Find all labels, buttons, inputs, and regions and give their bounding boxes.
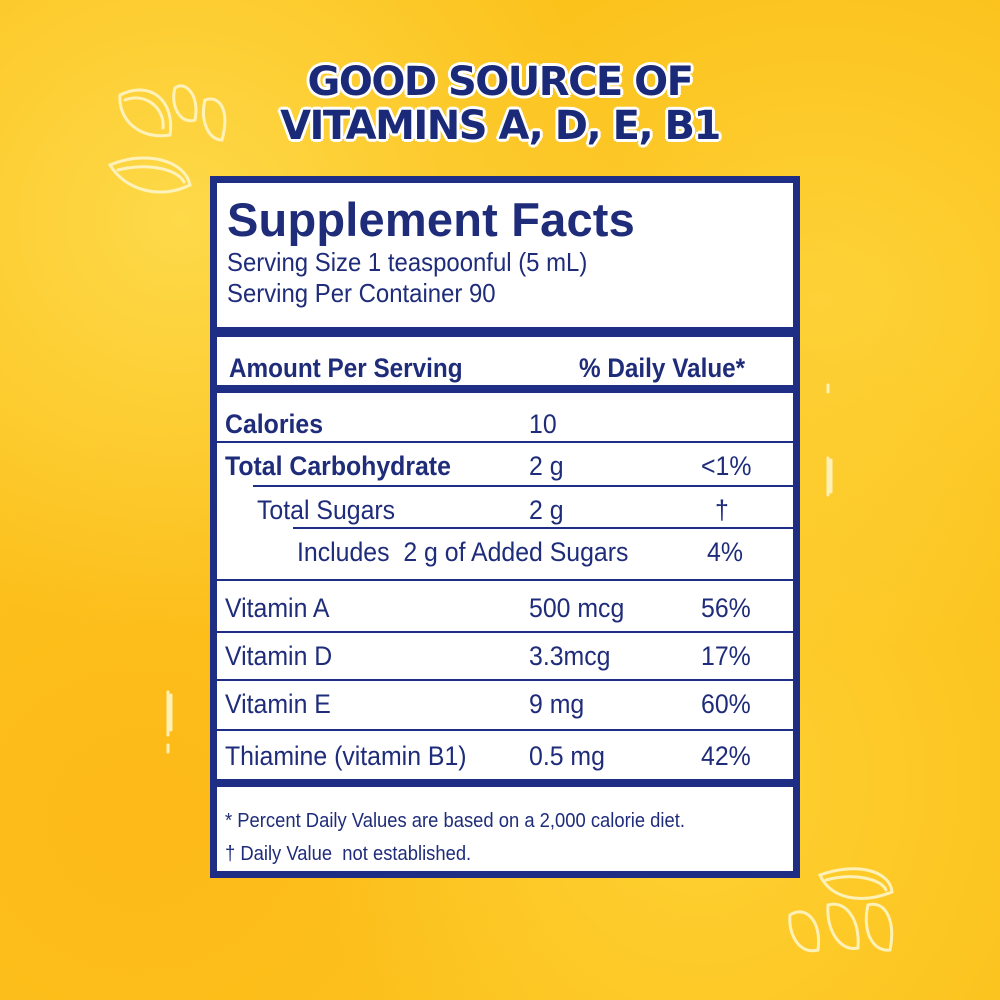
facts-header: Supplement Facts Serving Size 1 teaspoon…	[217, 183, 793, 337]
daily-value-label: % Daily Value*	[579, 353, 746, 383]
row-daily-value: 17%	[701, 641, 751, 671]
row-daily-value: 42%	[701, 741, 751, 771]
row-amount: 9 mg	[529, 689, 585, 719]
footnote-not-established: † Daily Value not established.	[225, 843, 472, 865]
row-name: Total Sugars	[257, 495, 396, 525]
headline-line-1: GOOD SOURCE OF	[307, 59, 695, 105]
row-vitamin-e: Vitamin E 9 mg 60%	[217, 681, 793, 731]
row-amount: 10	[529, 409, 557, 439]
row-amount: 0.5 mg	[529, 741, 605, 771]
row-daily-value: 60%	[701, 689, 751, 719]
row-name: Thiamine (vitamin B1)	[225, 741, 467, 771]
row-name: Vitamin A	[225, 593, 330, 623]
row-name: Calories	[225, 409, 324, 439]
row-name: Total Carbohydrate	[225, 451, 451, 481]
row-thiamine: Thiamine (vitamin B1) 0.5 mg 42%	[217, 731, 793, 787]
row-daily-value: <1%	[701, 451, 752, 481]
row-name: Vitamin E	[225, 689, 331, 719]
row-amount: 3.3mcg	[529, 641, 611, 671]
row-added-sugars: Includes 2 g of Added Sugars 4%	[217, 529, 793, 581]
headline: GOOD SOURCE OF VITAMINS A, D, E, B1	[0, 60, 1000, 148]
amount-header-row: Amount Per Serving % Daily Value*	[217, 349, 793, 393]
row-daily-value: 56%	[701, 593, 751, 623]
row-vitamin-a: Vitamin A 500 mcg 56%	[217, 581, 793, 633]
facts-title: Supplement Facts	[227, 193, 636, 246]
row-amount: 2 g	[529, 451, 564, 481]
nutrient-rows: Calories 10 Total Carbohydrate 2 g <1% T…	[217, 401, 793, 787]
row-total-sugars: Total Sugars 2 g †	[217, 487, 793, 529]
row-total-carbohydrate: Total Carbohydrate 2 g <1%	[217, 443, 793, 487]
row-daily-value: †	[715, 495, 729, 525]
footnotes: * Percent Daily Values are based on a 2,…	[225, 805, 791, 871]
row-name: Includes 2 g of Added Sugars	[297, 537, 629, 567]
amount-per-serving-label: Amount Per Serving	[229, 353, 463, 383]
supplement-facts-panel: Supplement Facts Serving Size 1 teaspoon…	[210, 176, 800, 878]
row-name: Vitamin D	[225, 641, 333, 671]
headline-line-2: VITAMINS A, D, E, B1	[280, 103, 721, 149]
serving-size: Serving Size 1 teaspoonful (5 mL)	[227, 247, 588, 277]
footnote-daily-values: * Percent Daily Values are based on a 2,…	[225, 810, 685, 832]
row-daily-value: 4%	[707, 537, 743, 567]
row-vitamin-d: Vitamin D 3.3mcg 17%	[217, 633, 793, 681]
servings-per-container: Serving Per Container 90	[227, 278, 496, 308]
supplement-facts-body: Supplement Facts Serving Size 1 teaspoon…	[217, 183, 793, 871]
row-calories: Calories 10	[217, 401, 793, 443]
row-amount: 2 g	[529, 495, 564, 525]
row-amount: 500 mcg	[529, 593, 625, 623]
